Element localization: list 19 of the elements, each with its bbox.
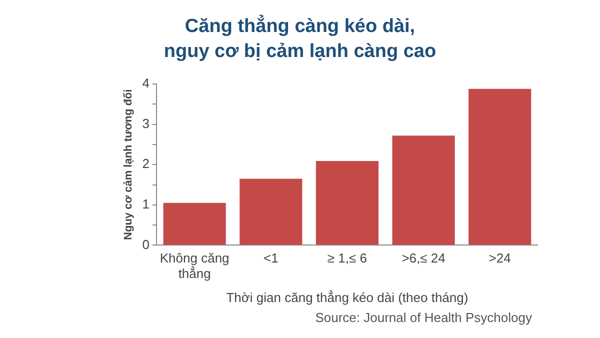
bar: [316, 160, 379, 245]
x-tick-label: <1: [263, 250, 278, 266]
y-tick-label: 4: [142, 76, 150, 91]
x-axis-title: Thời gian căng thẳng kéo dài (theo tháng): [226, 290, 468, 305]
y-tick-label: 0: [142, 236, 150, 252]
bar: [163, 202, 226, 245]
y-axis-title: Nguy cơ cảm lạnh tương đối: [122, 89, 135, 240]
x-tick-label: >6,≤ 24: [402, 250, 446, 266]
source-note: Source: Journal of Health Psychology: [315, 310, 532, 325]
x-tick-label: Không căng thẳng: [160, 250, 230, 282]
bar: [468, 88, 532, 245]
bar: [392, 136, 455, 245]
y-tick-label: 3: [142, 116, 150, 131]
bar: [240, 178, 302, 245]
x-tick-label: ≥ 1,≤ 6: [327, 250, 368, 266]
x-tick-label: >24: [488, 250, 511, 266]
y-tick-label: 2: [142, 156, 150, 172]
y-tick-label: 1: [142, 196, 150, 212]
chart-title: Căng thẳng càng kéo dài, nguy cơ bị cảm lạnh càng cao: [162, 14, 438, 64]
